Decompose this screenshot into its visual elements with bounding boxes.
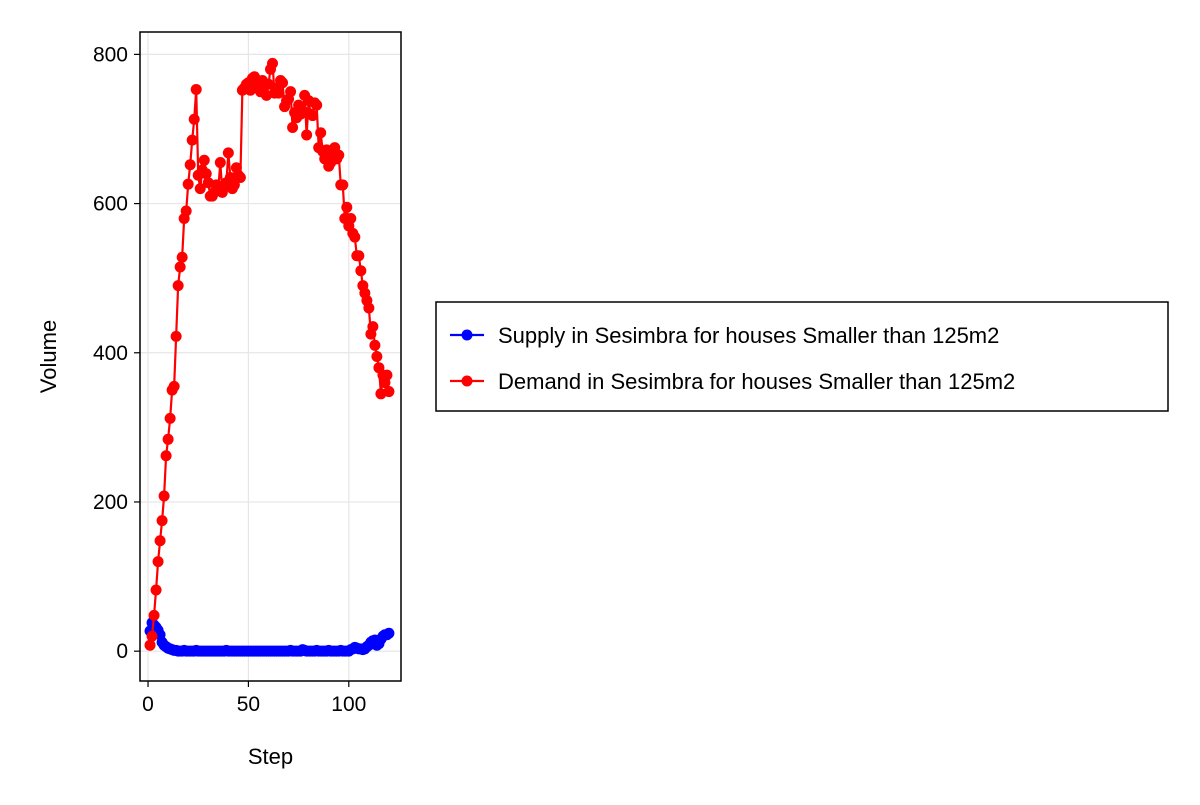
data-point [355,265,367,277]
x-tick-label: 100 [331,693,366,716]
x-axis-label: Step [248,744,293,769]
data-point [168,380,180,392]
data-point [160,450,172,462]
data-point [369,339,381,351]
data-point [144,639,156,651]
data-point [172,280,184,292]
data-point [162,433,174,445]
data-point [184,159,196,171]
data-point [349,231,361,243]
series-line [148,62,391,646]
data-point [267,57,279,69]
data-point [152,556,164,568]
data-point [176,251,188,263]
series-group [144,617,395,657]
legend-entry: Demand in Sesimbra for houses Smaller th… [450,369,1015,394]
data-point [277,77,289,89]
axis-ticks: 0 50 100 0 200 400 600 800 [93,43,366,716]
data-point [363,302,375,314]
data-point [156,515,168,527]
series-group [144,57,395,651]
legend-marker-swatch [461,375,473,387]
legend-entry: Supply in Sesimbra for houses Smaller th… [450,323,999,348]
data-point [315,127,327,139]
data-point [158,490,170,502]
plot-series [144,57,395,657]
data-point [194,183,206,195]
data-point [285,86,297,98]
legend-frame [435,301,1169,412]
data-point [174,261,186,273]
data-point [188,113,200,125]
data-point [345,212,357,224]
data-point [146,630,158,642]
data-point [234,171,246,183]
data-point [383,627,395,639]
legend-label: Demand in Sesimbra for houses Smaller th… [498,369,1015,394]
data-point [164,412,176,424]
x-tick-label: 0 [142,693,154,716]
legend-label: Supply in Sesimbra for houses Smaller th… [498,323,999,348]
data-point [186,134,198,146]
grid [140,32,401,681]
y-tick-label: 600 [93,193,128,216]
data-point [371,351,383,362]
data-point [341,201,353,213]
data-point [273,87,285,99]
data-point [190,83,202,95]
data-point [337,179,349,191]
data-point [148,609,160,621]
data-point [301,129,313,141]
data-point [200,168,212,180]
data-point [222,147,234,159]
data-point [228,179,240,191]
data-point [150,584,162,596]
data-point [333,149,345,161]
data-point [170,330,182,342]
legend-marker-swatch [461,329,473,341]
data-point [198,154,210,166]
data-point [287,121,299,133]
data-point [311,99,323,111]
legend: Supply in Sesimbra for houses Smaller th… [435,301,1169,412]
data-point [214,157,226,169]
data-point [182,178,194,190]
data-point [381,369,393,381]
x-tick-label: 50 [237,693,260,716]
data-point [180,205,192,217]
y-tick-label: 0 [116,640,128,663]
data-point [383,386,395,398]
data-point [367,321,379,333]
data-point [353,250,365,262]
y-tick-label: 800 [93,43,128,66]
data-point [154,535,166,547]
legend-entries: Supply in Sesimbra for houses Smaller th… [450,323,1015,394]
y-tick-label: 200 [93,491,128,514]
plot-frame [139,31,402,682]
y-tick-label: 400 [93,342,128,365]
y-axis-label: Volume [36,320,61,393]
data-point [307,110,319,122]
